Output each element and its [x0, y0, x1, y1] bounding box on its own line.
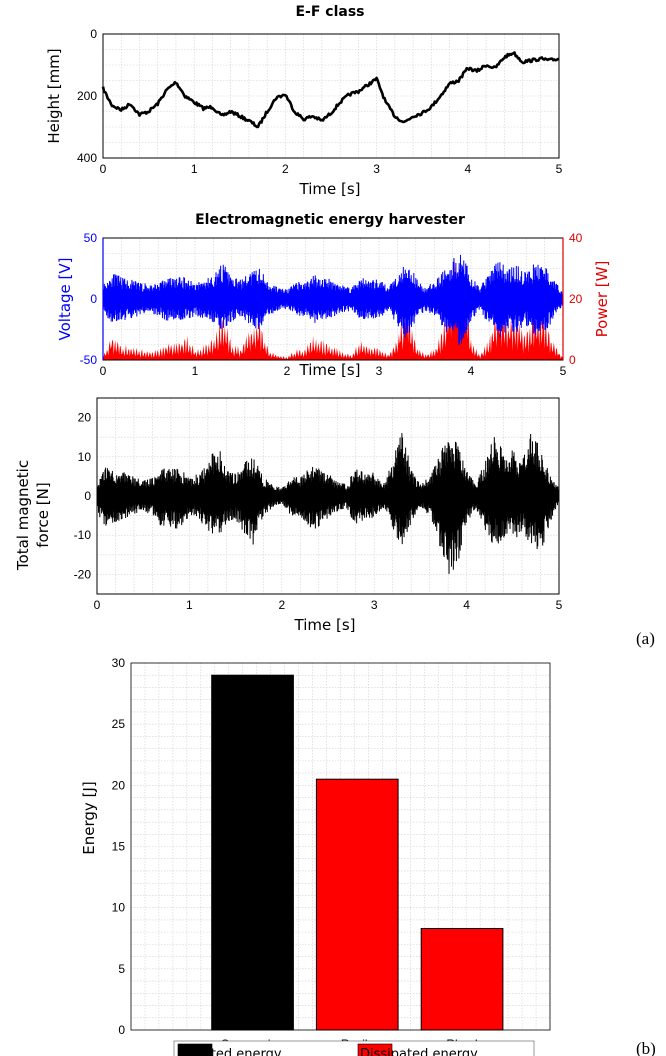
- energy-ytick-label: 20: [112, 778, 126, 792]
- force-chart-frame: [96, 397, 560, 595]
- force-xtick-label: 4: [463, 598, 470, 612]
- power-tick-label: 40: [569, 231, 583, 245]
- height-chart-frame: [102, 33, 560, 159]
- height-xtick-label: 2: [282, 162, 289, 176]
- height-ytick-label: 400: [77, 151, 97, 165]
- harvester-xtick-label: 4: [468, 364, 475, 378]
- legend-swatch-1: [357, 1043, 393, 1056]
- energy-bar-suspension: [211, 674, 294, 1031]
- force-ytick-label: -10: [74, 528, 92, 542]
- legend-box: [173, 1040, 535, 1056]
- energy-ytick-label: 30: [112, 656, 126, 670]
- force-ylabel-line-2: force [N]: [34, 482, 52, 547]
- force-ytick-label: 0: [84, 489, 91, 503]
- power-tick-label: 0: [569, 353, 576, 367]
- legend-label-1: Dissipated energy: [360, 1047, 478, 1056]
- force-series-line: [96, 433, 560, 574]
- energy-ytick-label: 15: [112, 840, 126, 854]
- power-series-area: [103, 258, 563, 360]
- force-ylabel-line-1: Total magnetic: [14, 460, 32, 571]
- harvester-xtick-label: 0: [100, 364, 107, 378]
- voltage-tick-label: -50: [80, 353, 98, 367]
- force-chart-ylabel: Total magnetic force [N]: [14, 460, 52, 571]
- voltage-tick-label: 0: [90, 292, 97, 306]
- force-xtick-label: 0: [94, 598, 101, 612]
- harvester-xtick-label: 2: [284, 364, 291, 378]
- voltage-series-line: [102, 254, 564, 345]
- force-chart: 0 1 2 3 4 5 -20 -10 0 10 20 Time [s] Total magneti…: [14, 397, 655, 648]
- height-chart-xlabel: Time [s]: [299, 180, 361, 198]
- height-series-line: [101, 51, 560, 129]
- panel-label-b: (b): [636, 1039, 656, 1056]
- force-ytick-label: -20: [74, 567, 92, 581]
- height-chart-title: E-F class: [295, 4, 364, 20]
- energy-ytick-label: 25: [112, 717, 126, 731]
- voltage-axis-label: Voltage [V]: [56, 258, 74, 341]
- energy-ytick-label: 10: [112, 901, 126, 915]
- panel-label-a: (a): [636, 629, 655, 648]
- harvester-xtick-label: 1: [192, 364, 199, 378]
- height-ytick-label: 200: [77, 89, 97, 103]
- power-axis-label: Power [W]: [593, 261, 611, 338]
- harvester-chart: Electromagnetic energy harvester 0 1 2 3 4 5 -…: [56, 212, 611, 379]
- legend-swatch-0: [177, 1043, 213, 1056]
- energy-bar-rload: [420, 928, 504, 1031]
- height-xtick-label: 1: [191, 162, 198, 176]
- legend-label-0: Injected energy: [180, 1047, 282, 1056]
- force-xtick-label: 2: [278, 598, 285, 612]
- energy-bar-rcoils: [315, 778, 399, 1031]
- energy-ytick-label: 5: [118, 962, 125, 976]
- energy-chart-frame: [130, 662, 551, 1031]
- height-chart-ticks: 0 1 2 3 4 5 0 200 400: [77, 27, 563, 176]
- force-ytick-label: 20: [78, 411, 92, 425]
- height-chart-grid: [103, 34, 559, 158]
- power-tick-label: 20: [569, 292, 583, 306]
- energy-bar-chart: 051015202530SuspensionRcoilsRload Energy…: [80, 656, 656, 1056]
- height-xtick-label: 3: [373, 162, 380, 176]
- height-xtick-label: 0: [100, 162, 107, 176]
- energy-bars: [211, 674, 504, 1031]
- harvester-xtick-label: 5: [560, 364, 567, 378]
- energy-chart-legend: Injected energy Dissipated energy: [173, 1040, 535, 1056]
- height-xtick-label: 4: [464, 162, 471, 176]
- force-chart-xlabel: Time [s]: [294, 616, 356, 634]
- energy-chart-ylabel: Energy [J]: [80, 781, 98, 854]
- voltage-tick-label: 50: [84, 231, 98, 245]
- force-xtick-label: 3: [371, 598, 378, 612]
- height-chart-ylabel: Height [mm]: [45, 48, 63, 143]
- harvester-chart-title: Electromagnetic energy harvester: [195, 212, 465, 228]
- height-chart: E-F class 0 1 2 3 4 5 0 200 400 Time [s] Height …: [45, 4, 563, 198]
- height-ytick-label: 0: [90, 27, 97, 41]
- harvester-chart-xlabel: Time [s]: [299, 361, 361, 379]
- force-ytick-label: 10: [78, 450, 92, 464]
- force-xtick-label: 5: [556, 598, 563, 612]
- energy-ytick-label: 0: [118, 1023, 125, 1037]
- height-xtick-label: 5: [556, 162, 563, 176]
- force-xtick-label: 1: [186, 598, 193, 612]
- harvester-xtick-label: 3: [376, 364, 383, 378]
- force-chart-ticks: 0 1 2 3 4 5 -20 -10 0 10 20: [74, 411, 563, 612]
